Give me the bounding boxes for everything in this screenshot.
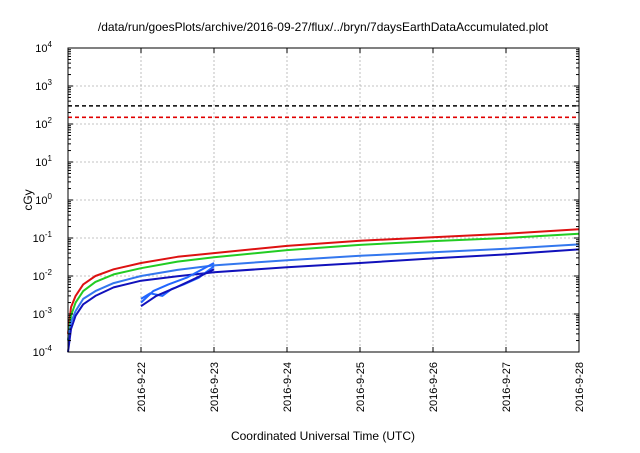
y-tick-label: 103 <box>35 78 52 93</box>
y-tick-label: 104 <box>35 40 52 55</box>
series-line <box>67 243 580 341</box>
x-tick-label: 2016-9-25 <box>355 362 367 412</box>
series-line <box>67 248 580 353</box>
x-tick-label: 2016-9-28 <box>574 362 586 412</box>
x-tick-label: 2016-9-22 <box>136 362 148 412</box>
y-tick-label: 10-3 <box>33 306 53 321</box>
y-tick-labels: 10-4 10-3 10-2 10-1 100 101 102 103 104 <box>33 40 53 359</box>
chart-title: /data/run/goesPlots/archive/2016-09-27/f… <box>98 20 549 34</box>
axis-ticks <box>68 47 580 353</box>
x-axis-label: Coordinated Universal Time (UTC) <box>231 429 415 443</box>
reference-lines <box>68 105 579 119</box>
x-tick-label: 2016-9-23 <box>209 362 221 412</box>
series-line <box>140 262 215 304</box>
x-tick-label: 2016-9-26 <box>428 362 440 412</box>
series-line <box>67 228 580 335</box>
y-tick-label: 10-4 <box>33 344 53 359</box>
x-tick-label: 2016-9-27 <box>501 362 513 412</box>
y-axis-label: cGy <box>21 189 35 210</box>
y-tick-label: 102 <box>35 116 52 131</box>
y-tick-label: 100 <box>35 192 52 207</box>
series-line <box>140 268 215 308</box>
x-tick-label: 2016-9-24 <box>282 362 294 412</box>
y-tick-label: 101 <box>35 154 52 169</box>
series-lines <box>67 228 580 353</box>
series-line <box>140 265 215 300</box>
series-line <box>67 232 580 341</box>
y-tick-label: 10-2 <box>33 268 53 283</box>
grid <box>68 48 579 352</box>
y-tick-label: 10-1 <box>33 230 53 245</box>
x-tick-labels: 2016-9-22 2016-9-23 2016-9-24 2016-9-25 2016… <box>136 362 586 412</box>
